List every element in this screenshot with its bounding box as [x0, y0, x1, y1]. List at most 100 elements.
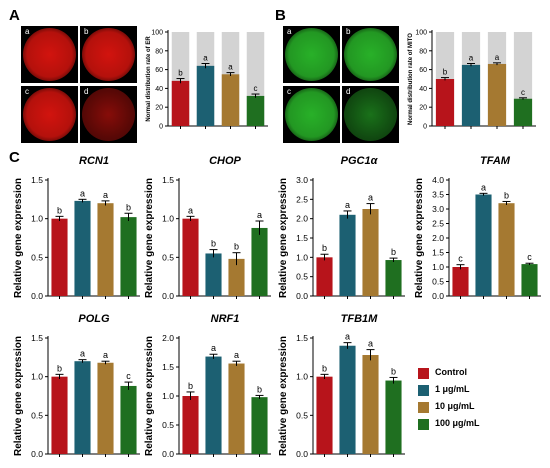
bar [435, 79, 455, 126]
er-cell-orb [82, 28, 135, 81]
mito-image-a: a [283, 26, 340, 83]
bar [475, 194, 492, 296]
y-tick-label: 2.0 [162, 333, 174, 343]
significance-letter: b [322, 363, 327, 373]
significance-letter: a [257, 210, 262, 220]
bar [74, 200, 91, 296]
significance-letter: b [322, 243, 327, 253]
bar [251, 397, 268, 454]
y-tick-label: 40 [419, 86, 427, 93]
y-axis-label: Relative gene expression [13, 178, 24, 298]
legend-label: 1 μg/mL [435, 384, 470, 394]
significance-letter: a [80, 349, 85, 359]
polg-chart: 0.0 0.5 1.0 1.5 b a a c POLG Relative gene expres… [13, 313, 140, 459]
chart-title: PGC1α [341, 155, 379, 167]
y-tick-label: 0.5 [432, 276, 444, 286]
y-tick-label: 2.5 [296, 194, 308, 204]
y-tick-label: 40 [155, 86, 163, 93]
bar [97, 203, 114, 296]
chart-title: TFAM [480, 155, 511, 167]
significance-letter: b [188, 381, 193, 391]
y-tick-label: 80 [419, 48, 427, 55]
y-tick-label: 0.0 [296, 449, 308, 459]
bar [97, 362, 114, 454]
y-tick-label: 0.0 [31, 291, 43, 301]
bar [487, 63, 507, 126]
legend-label: 100 μg/mL [435, 418, 480, 428]
significance-letter: a [368, 193, 373, 203]
cell-letter: c [287, 87, 291, 96]
y-axis-label: Relative gene expression [144, 178, 155, 298]
significance-letter: b [443, 68, 448, 77]
y-tick-label: 20 [419, 105, 427, 112]
mito-distribution-chart: 0 20 40 60 80 100 b a a c Normal distribution rate… [408, 29, 536, 130]
bar [498, 203, 515, 296]
tfb1m-chart: 0.0 0.5 1.0 1.5 b a a b TFB1M Relative gene expre… [278, 313, 405, 459]
legend-swatch [418, 402, 429, 413]
significance-letter: c [126, 371, 131, 381]
mito-cell-orb [285, 28, 338, 81]
significance-letter: a [188, 205, 193, 215]
y-tick-label: 80 [155, 48, 163, 55]
bar [182, 218, 199, 296]
y-tick-label: 1.5 [31, 175, 43, 185]
er-cell-orb [82, 88, 135, 141]
bar [452, 267, 469, 296]
significance-letter: a [495, 53, 500, 62]
y-tick-label: 2.0 [296, 214, 308, 224]
y-tick-label: 3.0 [296, 175, 308, 185]
y-axis-label: Relative gene expression [414, 178, 425, 298]
significance-letter: b [211, 239, 216, 249]
legend-swatch [418, 368, 429, 379]
er-image-a: a [21, 26, 78, 83]
y-tick-label: 0.5 [296, 410, 308, 420]
y-tick-label: 0 [423, 123, 427, 130]
bar [182, 396, 199, 454]
y-tick-label: 1.0 [432, 262, 444, 272]
y-tick-label: 1.5 [296, 333, 308, 343]
y-tick-label: 4.0 [432, 175, 444, 185]
y-tick-label: 3.0 [432, 204, 444, 214]
legend-swatch [418, 419, 429, 430]
er-image-b: b [80, 26, 137, 83]
legend-label: 10 μg/mL [435, 401, 475, 411]
bar [521, 264, 538, 296]
significance-letter: c [254, 84, 258, 93]
y-tick-label: 0.0 [162, 291, 174, 301]
mito-image-b: b [342, 26, 399, 83]
bar [120, 385, 137, 454]
y-tick-label: 1.5 [31, 333, 43, 343]
significance-letter: a [345, 200, 350, 210]
significance-letter: b [57, 363, 62, 373]
er-distribution-chart: 0 20 40 60 80 100 b a a c Normal distribution rate… [146, 29, 268, 130]
y-tick-label: 0.5 [31, 410, 43, 420]
mito-cell-orb [344, 28, 397, 81]
significance-letter: a [211, 343, 216, 353]
significance-letter: a [103, 350, 108, 360]
y-tick-label: 60 [419, 67, 427, 74]
y-axis-label: Normal distribution rate of MITO [408, 33, 414, 125]
y-tick-label: 1.5 [296, 233, 308, 243]
y-tick-label: 1.5 [162, 362, 174, 372]
er-image-c: c [21, 86, 78, 143]
chart-title: POLG [78, 313, 110, 325]
bar [316, 257, 333, 296]
chart-title: TFB1M [341, 313, 379, 325]
pgc1a-chart: 0.0 0.5 1.0 1.5 2.0 2.5 3.0 b a a b PGC1α Relative g… [278, 155, 405, 301]
significance-letter: b [391, 366, 396, 376]
significance-letter: a [368, 339, 373, 349]
cell-letter: b [346, 27, 351, 36]
y-tick-label: 0.5 [31, 252, 43, 262]
cell-letter: d [84, 87, 89, 96]
nrf1-chart: 0.0 0.5 1.0 1.5 2.0 b a a b NRF1 Relative gene exp… [144, 313, 271, 459]
chart-title: NRF1 [211, 313, 240, 325]
y-tick-label: 2.0 [432, 233, 444, 243]
legend-label: Control [435, 367, 467, 377]
significance-letter: b [178, 69, 183, 78]
bar [196, 65, 215, 126]
mito-cell-orb [285, 88, 338, 141]
significance-letter: a [469, 53, 474, 62]
bar [385, 260, 402, 296]
bar [228, 363, 245, 454]
